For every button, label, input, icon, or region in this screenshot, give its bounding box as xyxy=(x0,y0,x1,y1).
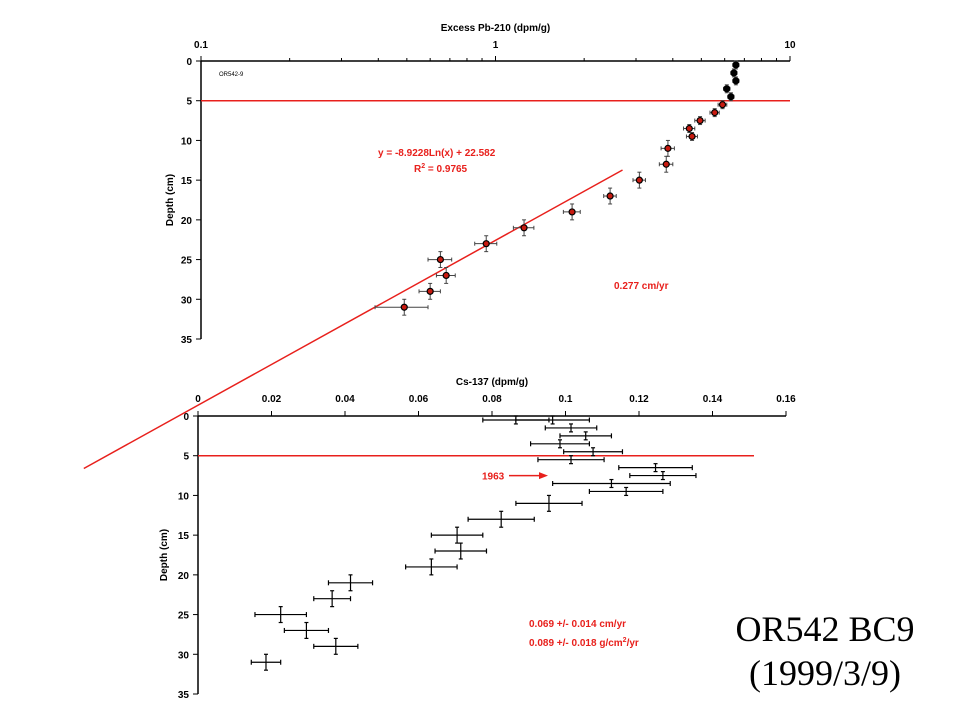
pb210-inset-label: OR542-9 xyxy=(219,72,244,78)
pb210-data-point xyxy=(696,116,704,125)
pb210-data-point xyxy=(662,160,670,168)
cs137-rate-mass: 0.089 +/- 0.018 g/cm2/yr xyxy=(529,637,639,649)
cs137-data-point xyxy=(537,455,605,465)
pb210-chart: Excess Pb-210 (dpm/g) 0.1 1 10 0 5 10 15 20 25 30 3… xyxy=(83,23,796,470)
pb210-data-point xyxy=(664,144,672,152)
pb210-data-point xyxy=(635,176,643,184)
pb210-y-tick-label: 10 xyxy=(181,136,193,147)
pb210-data-point xyxy=(520,224,528,232)
cs137-y-tick-label: 5 xyxy=(183,452,189,463)
pb210-data-point xyxy=(711,109,719,117)
cs137-data-point xyxy=(618,463,693,473)
pb210-y-axis-label: Depth (cm) xyxy=(165,174,176,226)
pb210-y-tick-label: 15 xyxy=(181,176,193,187)
pb210-data-point xyxy=(606,192,614,200)
pb210-x-tick-label: 10 xyxy=(784,40,796,51)
pb210-data-point xyxy=(436,255,445,264)
pb210-fit-equation: y = -8.9228Ln(x) + 22.582 xyxy=(378,148,496,159)
cs137-data-point xyxy=(313,590,352,608)
date-caption: (1999/3/9) xyxy=(749,653,901,693)
cs137-rate-cm: 0.069 +/- 0.014 cm/yr xyxy=(529,619,626,630)
cs137-data-point xyxy=(254,606,308,624)
pb210-surface-point xyxy=(732,61,740,69)
pb210-y-tick-label: 20 xyxy=(181,216,193,227)
cs137-data-point xyxy=(544,423,598,433)
cs137-title: Cs-137 (dpm/g) xyxy=(456,377,528,388)
cs137-y-tick-label: 10 xyxy=(178,491,190,502)
cs137-1963-label: 1963 xyxy=(482,472,505,483)
pb210-surface-point xyxy=(730,69,738,77)
cs137-x-tick-label: 0.02 xyxy=(262,394,282,405)
cs137-chart: Cs-137 (dpm/g) 0 0.02 0.04 0.06 0.08 0.1 0.12 0.… xyxy=(159,377,796,701)
cs137-data-point xyxy=(313,637,359,655)
cs137-data-point xyxy=(467,510,535,528)
cs137-x-tick-label: 0.1 xyxy=(559,394,573,405)
cs137-data-point xyxy=(515,494,583,512)
cs137-x-tick-label: 0.12 xyxy=(629,394,649,405)
pb210-data-point xyxy=(688,132,696,141)
pb210-surface-point xyxy=(732,77,740,85)
pb210-data-point xyxy=(400,303,408,311)
pb210-y-tick-label: 30 xyxy=(181,295,193,306)
pb210-x-tick-label: 1 xyxy=(493,40,499,51)
cs137-data-point xyxy=(515,415,590,425)
pb210-fit-r2: R2 = 0.9765 xyxy=(414,163,468,175)
pb210-surface-point xyxy=(727,93,735,101)
cs137-y-tick-label: 15 xyxy=(178,531,190,542)
cs137-data-point xyxy=(327,574,374,592)
pb210-data-point xyxy=(442,271,450,280)
pb210-data-point xyxy=(482,240,490,248)
cs137-1963-arrow-head xyxy=(539,472,548,480)
pb210-data-point xyxy=(426,287,434,295)
cs137-data-point xyxy=(629,471,697,481)
cs137-data-point xyxy=(563,447,624,457)
cs137-x-tick-label: 0.16 xyxy=(776,394,796,405)
cs137-y-tick-label: 35 xyxy=(178,690,190,701)
pb210-data-point xyxy=(685,124,693,133)
cs137-data-point xyxy=(588,486,664,497)
cs137-y-tick-label: 20 xyxy=(178,571,190,582)
cs137-data-point xyxy=(552,478,671,489)
pb210-y-tick-label: 5 xyxy=(186,97,192,108)
cs137-x-tick-label: 0.04 xyxy=(335,394,355,405)
pb210-data-point xyxy=(568,208,576,216)
pb210-fit-line xyxy=(83,169,623,470)
cs137-y-tick-label: 25 xyxy=(178,611,190,622)
core-id-caption: OR542 BC9 xyxy=(735,609,915,649)
pb210-data-point xyxy=(718,101,727,109)
pb210-y-tick-label: 25 xyxy=(181,256,193,267)
pb210-x-tick-label: 0.1 xyxy=(194,40,208,51)
cs137-data-point xyxy=(559,431,613,441)
pb210-rate-label: 0.277 cm/yr xyxy=(614,281,669,292)
cs137-data-point xyxy=(529,439,590,449)
cs137-data-point xyxy=(283,621,330,640)
pb210-y-tick-label: 0 xyxy=(186,57,192,68)
cs137-y-axis-label: Depth (cm) xyxy=(159,529,170,581)
cs137-data-point xyxy=(434,542,488,560)
cs137-x-tick-label: 0.08 xyxy=(482,394,502,405)
cs137-x-tick-label: 0.14 xyxy=(703,394,723,405)
cs137-x-tick-label: 0.06 xyxy=(409,394,429,405)
pb210-title: Excess Pb-210 (dpm/g) xyxy=(441,23,550,34)
pb210-surface-point xyxy=(723,85,731,93)
pb210-y-tick-label: 35 xyxy=(181,335,193,346)
cs137-data-point xyxy=(405,558,458,576)
cs137-data-point xyxy=(430,526,484,544)
cs137-y-tick-label: 0 xyxy=(183,412,189,423)
cs137-x-tick-label: 0 xyxy=(195,394,201,405)
cs137-data-point xyxy=(250,653,282,671)
cs137-y-tick-label: 30 xyxy=(178,650,190,661)
